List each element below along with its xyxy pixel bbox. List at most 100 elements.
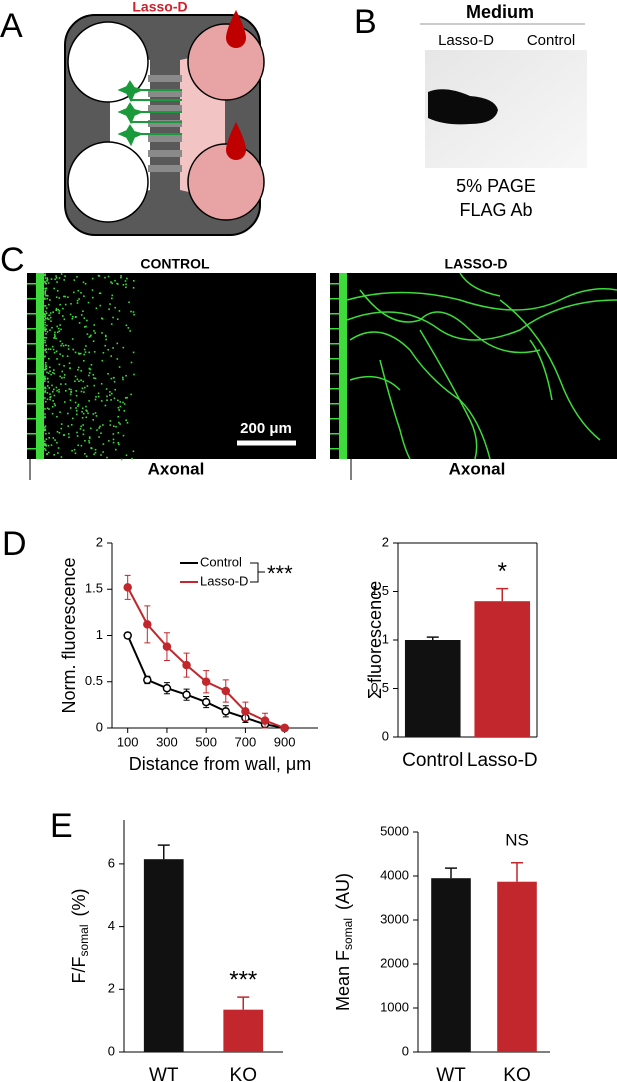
- speckle: [45, 333, 47, 335]
- comb-tooth: [330, 403, 342, 405]
- y-label-text: Norm. fluorescence: [59, 557, 79, 713]
- x-tick-label: Control: [402, 750, 463, 771]
- speckle: [59, 375, 61, 378]
- speckle: [78, 352, 80, 355]
- speckle: [46, 385, 49, 387]
- speckle: [48, 314, 50, 317]
- speckle: [93, 351, 96, 353]
- error-bar: [445, 867, 457, 879]
- speckle: [47, 348, 50, 350]
- speckle: [54, 404, 56, 407]
- speckle: [56, 358, 58, 360]
- speckle: [93, 330, 95, 332]
- speckle: [113, 425, 115, 427]
- speckle: [69, 367, 71, 369]
- y-tick-label: 1: [96, 627, 103, 642]
- speckle: [114, 306, 116, 309]
- speckle: [59, 303, 61, 306]
- speckle: [123, 403, 126, 405]
- speckle: [48, 387, 51, 389]
- speckle: [112, 377, 115, 379]
- speckle: [52, 437, 55, 439]
- speckle: [114, 388, 116, 391]
- speckle: [51, 326, 53, 329]
- speckle: [60, 273, 63, 275]
- panel-label: D: [2, 525, 27, 563]
- speckle: [45, 443, 47, 446]
- speckle: [47, 444, 50, 447]
- bar: [431, 878, 471, 1052]
- lane-label: Lasso-D: [438, 32, 494, 49]
- y-tick-label: 4: [108, 918, 115, 933]
- speckle: [70, 388, 72, 391]
- speckle: [80, 352, 82, 355]
- speckle: [53, 369, 55, 371]
- x-tick-label: WT: [149, 1065, 179, 1082]
- speckle: [106, 395, 108, 398]
- y-tick-label: 1.5: [371, 583, 389, 598]
- speckle: [57, 452, 59, 454]
- speckle: [44, 390, 47, 392]
- panel-label: B: [354, 3, 377, 41]
- speckle: [68, 436, 70, 439]
- speckle: [64, 295, 66, 298]
- speckle: [73, 291, 75, 294]
- speckle: [53, 333, 56, 336]
- speckle: [52, 311, 54, 313]
- comb-tooth: [27, 358, 39, 360]
- speckle: [53, 287, 55, 290]
- speckle: [94, 412, 97, 414]
- blot-band: [428, 89, 498, 125]
- speckle: [46, 297, 48, 300]
- speckle: [109, 303, 111, 305]
- speckle: [44, 348, 46, 351]
- speckle: [81, 411, 83, 413]
- device-diagram: [64, 10, 265, 236]
- speckle: [60, 383, 62, 385]
- speckle: [56, 389, 58, 392]
- y-tick-label: 5000: [380, 823, 409, 838]
- speckle: [49, 370, 51, 372]
- speckle: [110, 399, 112, 401]
- y-label-text: Mean F: [333, 950, 353, 1011]
- comb-tooth: [27, 433, 39, 435]
- speckle: [69, 407, 72, 409]
- y-tick-label: 4000: [380, 867, 409, 882]
- speckle: [46, 453, 48, 455]
- speckle: [44, 317, 47, 320]
- speckle: [126, 396, 128, 399]
- speckle: [69, 313, 72, 316]
- speckle: [74, 351, 77, 354]
- speckle: [82, 281, 85, 284]
- speckle: [78, 380, 80, 382]
- speckle: [45, 307, 48, 309]
- speckle: [100, 432, 102, 434]
- speckle: [58, 277, 61, 279]
- speckle: [107, 348, 109, 351]
- speckle: [62, 315, 64, 317]
- speckle: [53, 454, 55, 456]
- speckle: [111, 297, 113, 300]
- speckle: [60, 456, 63, 458]
- speckle: [61, 370, 63, 373]
- speckle: [128, 301, 130, 304]
- speckle: [60, 328, 62, 331]
- speckle: [45, 294, 48, 297]
- legend-label: Control: [200, 554, 242, 569]
- speckle: [44, 293, 46, 295]
- comb-tooth: [330, 388, 342, 390]
- speckle: [70, 391, 72, 393]
- speckle: [44, 329, 46, 331]
- speckle: [54, 331, 56, 334]
- speckle: [85, 325, 87, 328]
- comb-tooth: [330, 358, 342, 360]
- speckle: [82, 424, 84, 426]
- speckle: [87, 412, 89, 415]
- speckle: [45, 344, 47, 347]
- speckle: [91, 289, 94, 291]
- speckle: [59, 353, 61, 355]
- speckle: [48, 357, 50, 360]
- speckle: [57, 308, 59, 311]
- speckle: [85, 345, 87, 347]
